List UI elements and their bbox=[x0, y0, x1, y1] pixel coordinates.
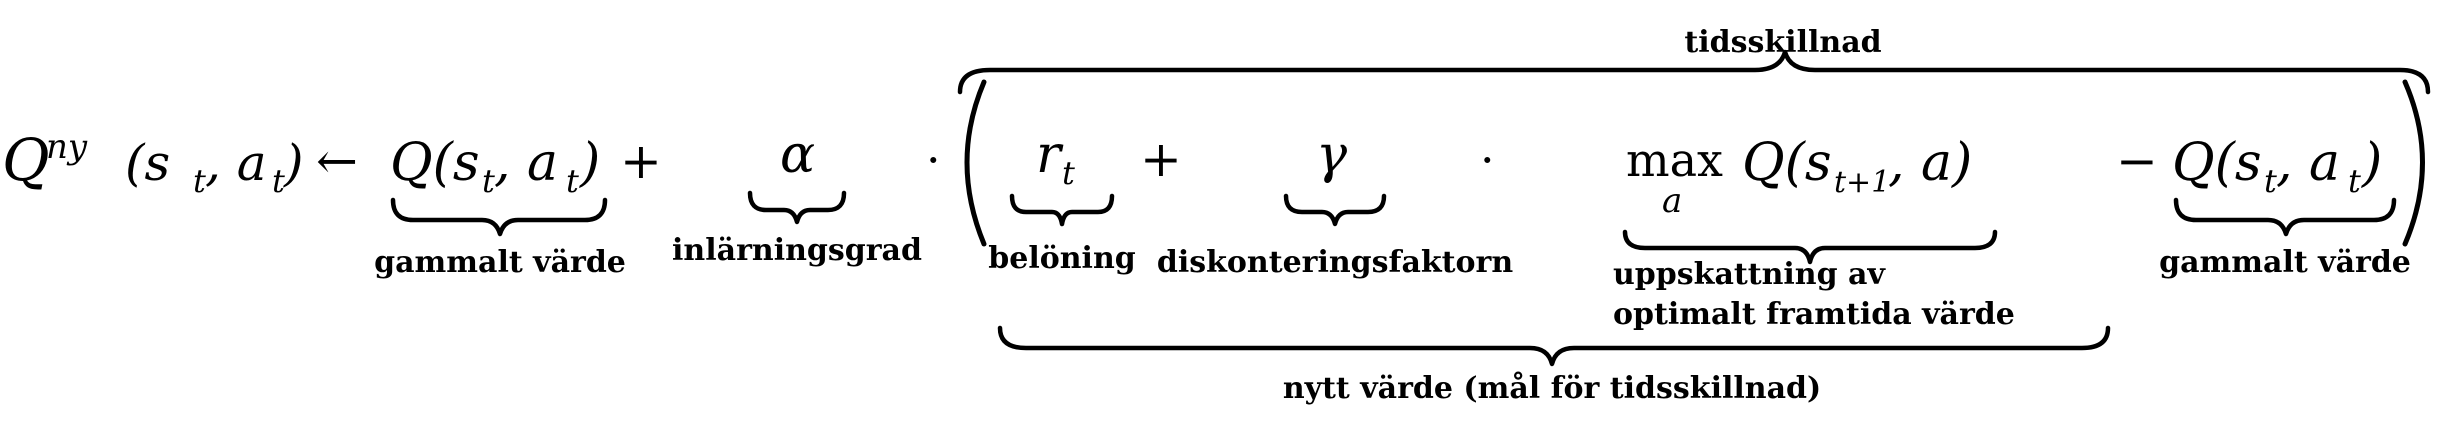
lhs-sub-t2: t bbox=[272, 162, 285, 200]
brace-temporal-difference bbox=[957, 49, 2431, 95]
plus-1: + bbox=[620, 132, 662, 190]
brace-discount-factor bbox=[1283, 193, 1387, 227]
label-discount-factor: diskonteringsfaktorn bbox=[1157, 245, 1513, 280]
old2-comma-a: , a bbox=[2276, 133, 2340, 193]
dot-1: · bbox=[926, 133, 941, 187]
big-left-paren bbox=[964, 79, 987, 247]
label-estimate-line2: optimalt framtida värde bbox=[1613, 297, 2015, 332]
old-sub-t: t bbox=[482, 162, 495, 200]
label-old-value-1: gammalt värde bbox=[374, 245, 626, 280]
brace-old-value-2 bbox=[2173, 197, 2397, 237]
old2-close: ) bbox=[2361, 133, 2382, 193]
dot-2: · bbox=[1480, 133, 1495, 187]
brace-new-value bbox=[997, 325, 2111, 367]
old-close: ) bbox=[579, 133, 600, 193]
brace-learning-rate bbox=[747, 190, 847, 225]
label-temporal-difference: tidsskillnad bbox=[1684, 25, 1881, 60]
old2-sub-t2: t bbox=[2348, 162, 2361, 200]
reward-r: r bbox=[1036, 125, 1064, 185]
alpha: α bbox=[780, 125, 815, 185]
future-sub: t+1 bbox=[1834, 165, 1890, 200]
lhs-comma-a: , a bbox=[205, 134, 267, 192]
old-q: Q(s bbox=[390, 133, 480, 193]
label-old-value-2: gammalt värde bbox=[2159, 245, 2411, 280]
lhs-q: Q bbox=[2, 126, 50, 194]
label-learning-rate: inlärningsgrad bbox=[672, 233, 922, 268]
future-comma-a: , a) bbox=[1888, 133, 1972, 193]
lhs-close: ) bbox=[283, 134, 304, 192]
brace-old-value-1 bbox=[390, 197, 608, 237]
brace-estimate bbox=[1622, 229, 1998, 265]
minus: − bbox=[2116, 132, 2158, 190]
label-estimate-line1: uppskattning av bbox=[1613, 257, 1886, 292]
max-sub-a: a bbox=[1662, 181, 1682, 221]
gamma: γ bbox=[1316, 125, 1348, 185]
assign-arrow: ← bbox=[316, 132, 358, 190]
lhs-sub-t: t bbox=[193, 162, 206, 200]
old-sub-t2: t bbox=[566, 162, 579, 200]
label-reward: belöning bbox=[988, 241, 1135, 276]
old2-q: Q(s bbox=[2172, 133, 2262, 193]
lhs-superscript: ny bbox=[46, 127, 88, 167]
label-new-value: nytt värde (mål för tidsskillnad) bbox=[1283, 371, 1821, 406]
lhs-args-open: (s bbox=[125, 134, 170, 192]
brace-reward bbox=[1009, 193, 1115, 227]
plus-2: + bbox=[1140, 130, 1182, 188]
big-right-paren bbox=[2402, 79, 2425, 247]
max-operator: max bbox=[1626, 133, 1723, 187]
old-comma-a: , a bbox=[494, 133, 558, 193]
future-q: Q(s bbox=[1742, 133, 1832, 193]
reward-sub-t: t bbox=[1062, 154, 1075, 192]
old2-sub-t: t bbox=[2264, 162, 2277, 200]
